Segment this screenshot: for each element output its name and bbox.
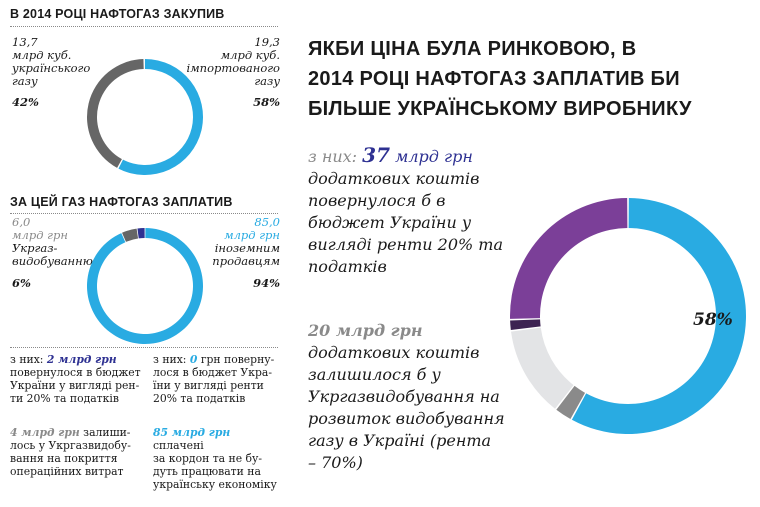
chart1-left-line: українського (12, 61, 91, 75)
donut-slice (510, 198, 628, 319)
chart1-right-line: млрд куб. (220, 48, 280, 62)
chart1-left-value: 13,7 (12, 35, 38, 49)
title-line: 2014 РОЦІ НАФТОГАЗ ЗАПЛАТИВ БИ (308, 68, 680, 90)
chart1-donut (87, 59, 203, 175)
p1-line: вигляді ренти 20% та (308, 235, 503, 254)
note-text: їни у вигляді ренти (153, 379, 264, 392)
chart2-left-line: млрд грн (12, 228, 68, 242)
note-text: грн поверну- (197, 353, 275, 366)
note-text: за кордон та не бу- (153, 452, 263, 465)
donut-slice (571, 198, 746, 434)
chart2-left-value: 6,0 (12, 215, 31, 229)
note-text: сплачені (153, 439, 204, 452)
note-operating-costs: 4 млрд грн залиши- лось у Укргазвидобу- … (10, 426, 150, 478)
chart1-right-line: імпортованого (186, 61, 280, 75)
donut-slice (87, 59, 144, 168)
note-text: лося в бюджет Укра- (153, 366, 272, 379)
chart1-right-pct: 58% (253, 95, 280, 109)
note-text: операційних витрат (10, 465, 124, 478)
note-text: залиши- (79, 426, 131, 439)
p1-line: бюджет України у (308, 213, 472, 232)
note-highlight: 0 (189, 353, 198, 366)
p2-line: – 70%) (308, 453, 363, 472)
chart3-title: ЯКБИ ЦІНА БУЛА РИНКОВОЮ, В 2014 РОЦІ НАФ… (308, 34, 692, 124)
chart2-right-value: 85,0 (254, 215, 280, 229)
donut-slice (118, 59, 203, 175)
note-text: повернулося в бюджет (10, 366, 141, 379)
chart1-title: В 2014 РОЦІ НАФТОГАЗ ЗАКУПИВ (10, 7, 225, 21)
chart1-left-pct: 42% (12, 95, 39, 109)
chart2-right-line: іноземним (214, 241, 280, 255)
note-text: 20% та податків (153, 392, 246, 405)
note-text: вання на покриття (10, 452, 118, 465)
note-text: з них: (153, 353, 190, 366)
p2-head: 20 млрд грн (308, 321, 423, 340)
chart2-left-pct: 6% (12, 276, 31, 290)
chart1-left-line: газу (12, 74, 38, 88)
divider (10, 213, 278, 214)
chart2-left-label: 6,0 млрд грн Укргаз- видобуванню 6% (12, 215, 93, 291)
p1-line: повернулося б в (308, 191, 446, 210)
chart2-left-line: Укргаз- (12, 241, 58, 255)
chart3-donut (510, 198, 746, 434)
donut-slice (122, 228, 139, 242)
donut-slice (556, 385, 586, 420)
donut-slice (86, 228, 203, 344)
p2-line: розвиток видобування (308, 409, 505, 428)
donut-slice (510, 319, 541, 330)
chart2-left-line: видобуванню (12, 254, 93, 268)
chart1-left-line: млрд куб. (12, 48, 72, 62)
chart1-left-label: 13,7 млрд куб. українського газу 42% (12, 35, 91, 110)
note-text: українську економіку (153, 478, 277, 491)
title-line: ЯКБИ ЦІНА БУЛА РИНКОВОЮ, В (308, 38, 637, 60)
p1-line: додаткових коштів (308, 169, 480, 188)
chart2-right-label: 85,0 млрд грн іноземним продавцям 94% (212, 215, 280, 291)
note-budget-import: з них: 0 грн поверну- лося в бюджет Укра… (153, 353, 283, 405)
donut-slice (137, 228, 145, 239)
p1-prefix: з них: (308, 147, 363, 166)
note-highlight: 4 млрд грн (10, 426, 80, 439)
note-budget-ukrgaz: з них: 2 млрд грн повернулося в бюджет У… (10, 353, 150, 405)
chart2-donut (86, 228, 203, 344)
divider (10, 26, 278, 27)
chart2-right-line: млрд грн (224, 228, 280, 242)
p1-number: 37 (362, 143, 390, 167)
chart1-right-value: 19,3 (254, 35, 280, 49)
p2-line: газу в Україні (рента (308, 431, 492, 450)
note-highlight: 2 млрд грн (46, 353, 117, 366)
chart1-right-label: 19,3 млрд куб. імпортованого газу 58% (186, 35, 280, 110)
divider (10, 347, 278, 348)
p2-line: Укргазвидобування на (308, 387, 500, 406)
title-line: БІЛЬШЕ УКРАЇНСЬКОМУ ВИРОБНИКУ (308, 98, 692, 120)
note-highlight: 85 млрд грн (153, 426, 231, 439)
note-text: дуть працювати на (153, 465, 261, 478)
note-text: ти 20% та податків (10, 392, 119, 405)
chart2-title: ЗА ЦЕЙ ГАЗ НАФТОГАЗ ЗАПЛАТИВ (10, 195, 233, 209)
chart2-right-line: продавцям (212, 254, 280, 268)
note-text: України у вигляді рен- (10, 379, 140, 392)
p1-line: податків (308, 257, 387, 276)
chart2-right-pct: 94% (253, 276, 280, 290)
chart1-right-line: газу (254, 74, 280, 88)
note-paid-abroad: 85 млрд грн сплачені за кордон та не бу-… (153, 426, 283, 491)
paragraph-budget: з них: 37 млрд грн додаткових коштів пов… (308, 144, 508, 278)
paragraph-development: 20 млрд грн додаткових коштів залишилося… (308, 320, 518, 474)
donut-slice (511, 327, 574, 409)
chart3-pct-label: 58% (693, 310, 733, 330)
note-text: лось у Укргазвидобу- (10, 439, 131, 452)
note-text: з них: (10, 353, 47, 366)
p2-line: додаткових коштів (308, 343, 480, 362)
p2-line: залишилося б у (308, 365, 441, 384)
p1-unit: млрд грн (390, 147, 473, 166)
